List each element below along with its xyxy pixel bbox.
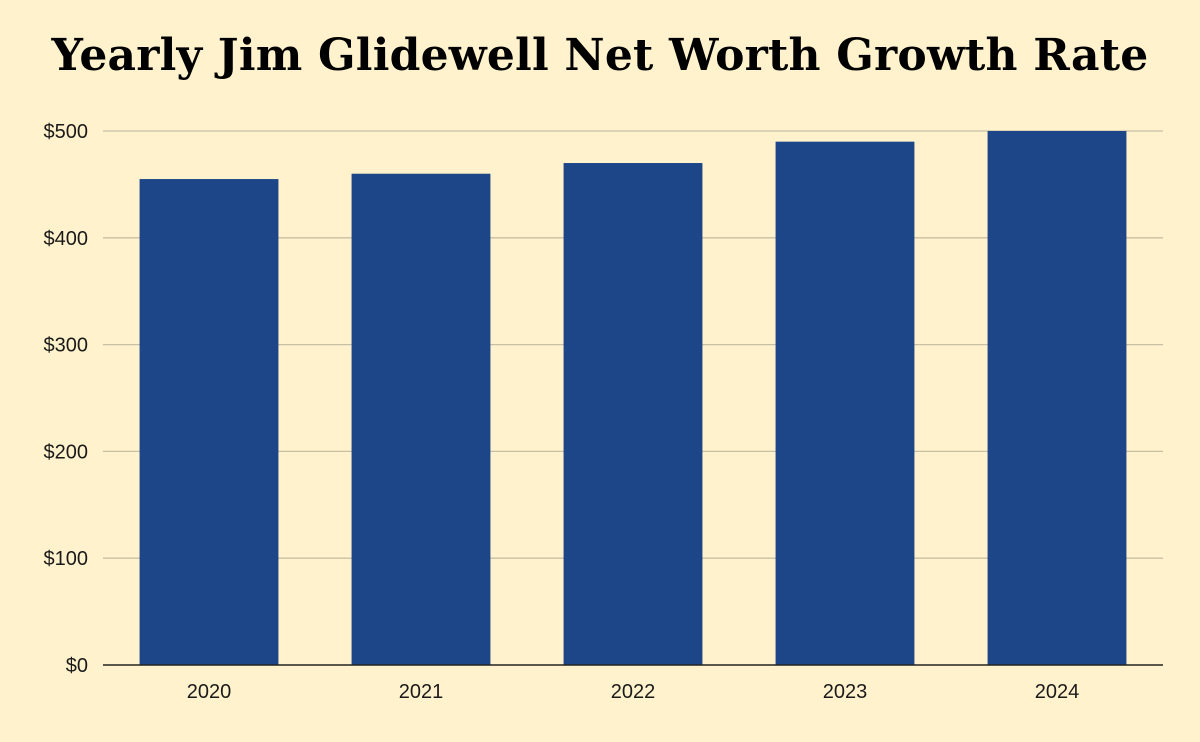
bar xyxy=(139,179,279,665)
x-tick-label: 2022 xyxy=(611,681,656,703)
x-tick-label: 2020 xyxy=(187,681,232,703)
bar xyxy=(563,163,703,666)
bar xyxy=(775,141,915,665)
y-tick-label: $0 xyxy=(66,655,88,677)
bars xyxy=(139,131,1127,666)
x-tick-label: 2023 xyxy=(823,681,868,703)
bar xyxy=(351,173,491,665)
y-tick-label: $500 xyxy=(44,121,89,143)
y-tick-label: $200 xyxy=(44,441,89,463)
y-tick-label: $100 xyxy=(44,548,89,570)
x-tick-label: 2021 xyxy=(399,681,444,703)
chart-title: Yearly Jim Glidewell Net Worth Growth Ra… xyxy=(51,30,1149,81)
bar xyxy=(987,131,1127,665)
tick-labels: $0 $100 $200 $300 $400 $500 2020 2021 2022 2023 20… xyxy=(44,121,1080,703)
x-tick-label: 2024 xyxy=(1035,681,1080,703)
y-tick-label: $400 xyxy=(44,228,89,250)
y-tick-label: $300 xyxy=(44,335,89,357)
